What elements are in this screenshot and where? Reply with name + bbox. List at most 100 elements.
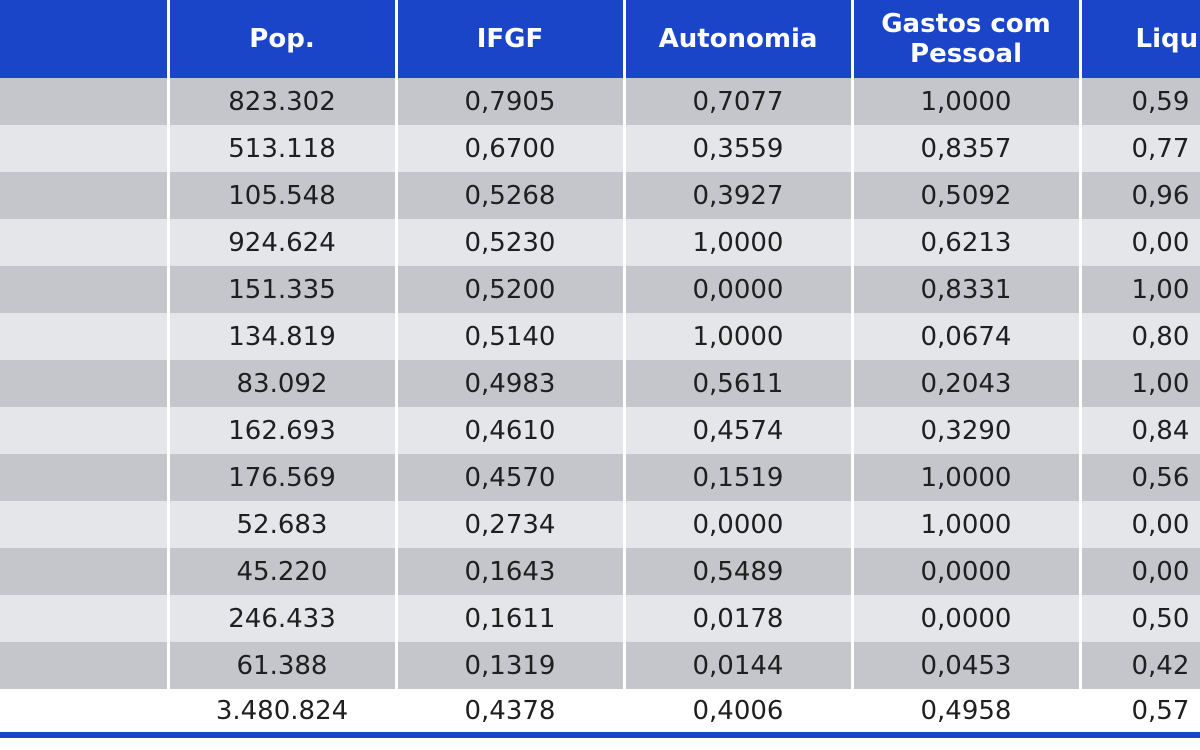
cell-municipality	[0, 172, 168, 219]
table-header: Pop. IFGF Autonomia Gastos com Pessoal L…	[0, 0, 1200, 78]
header-liquidez: Liqui	[1078, 0, 1200, 78]
cell-liquidez: 0,80	[1078, 313, 1200, 360]
table-row: 246.433 0,1611 0,0178 0,0000 0,50	[0, 595, 1200, 642]
cell-municipality	[0, 689, 168, 735]
cell-gastos-pessoal: 0,2043	[850, 360, 1080, 407]
header-ifgf: IFGF	[394, 0, 624, 78]
cell-ifgf: 0,4570	[394, 454, 624, 501]
cell-autonomia: 0,1519	[622, 454, 852, 501]
cell-autonomia: 0,3559	[622, 125, 852, 172]
cell-liquidez: 1,00	[1078, 266, 1200, 313]
header-pop: Pop.	[166, 0, 396, 78]
cell-ifgf: 0,6700	[394, 125, 624, 172]
cell-ifgf: 0,5230	[394, 219, 624, 266]
cell-autonomia: 1,0000	[622, 313, 852, 360]
table-row: 61.388 0,1319 0,0144 0,0453 0,42	[0, 642, 1200, 689]
cell-liquidez: 0,84	[1078, 407, 1200, 454]
cell-gastos-pessoal: 0,0000	[850, 595, 1080, 642]
table-row: 823.302 0,7905 0,7077 1,0000 0,59	[0, 78, 1200, 125]
cell-pop: 105.548	[166, 172, 396, 219]
table-row: 83.092 0,4983 0,5611 0,2043 1,00	[0, 360, 1200, 407]
cell-liquidez: 0,59	[1078, 78, 1200, 125]
cell-municipality	[0, 266, 168, 313]
cell-liquidez: 0,50	[1078, 595, 1200, 642]
cell-gastos-pessoal: 0,0000	[850, 548, 1080, 595]
cell-autonomia: 0,4006	[622, 689, 852, 735]
cell-liquidez: 0,00	[1078, 219, 1200, 266]
cell-liquidez: 1,00	[1078, 360, 1200, 407]
cell-municipality	[0, 501, 168, 548]
header-gastos-com-pessoal: Gastos com Pessoal	[850, 0, 1080, 78]
cell-gastos-pessoal: 0,0453	[850, 642, 1080, 689]
cell-ifgf: 0,1611	[394, 595, 624, 642]
cell-liquidez: 0,56	[1078, 454, 1200, 501]
cell-municipality	[0, 454, 168, 501]
cell-pop: 513.118	[166, 125, 396, 172]
cell-pop: 162.693	[166, 407, 396, 454]
cell-pop: 151.335	[166, 266, 396, 313]
cell-ifgf: 0,2734	[394, 501, 624, 548]
cell-liquidez: 0,00	[1078, 548, 1200, 595]
cell-autonomia: 0,0144	[622, 642, 852, 689]
cell-pop: 823.302	[166, 78, 396, 125]
cell-ifgf: 0,5268	[394, 172, 624, 219]
header-autonomia: Autonomia	[622, 0, 852, 78]
cell-autonomia: 0,5611	[622, 360, 852, 407]
cell-municipality	[0, 360, 168, 407]
cell-ifgf: 0,5200	[394, 266, 624, 313]
cell-ifgf: 0,1643	[394, 548, 624, 595]
cell-pop: 45.220	[166, 548, 396, 595]
cell-liquidez: 0,42	[1078, 642, 1200, 689]
table-row: 45.220 0,1643 0,5489 0,0000 0,00	[0, 548, 1200, 595]
cell-autonomia: 0,0000	[622, 266, 852, 313]
cell-municipality	[0, 548, 168, 595]
cell-pop: 176.569	[166, 454, 396, 501]
cell-ifgf: 0,4378	[394, 689, 624, 735]
cell-pop: 52.683	[166, 501, 396, 548]
cell-municipality	[0, 78, 168, 125]
cell-ifgf: 0,7905	[394, 78, 624, 125]
header-row: Pop. IFGF Autonomia Gastos com Pessoal L…	[0, 0, 1200, 78]
cell-liquidez: 0,96	[1078, 172, 1200, 219]
table-row: 134.819 0,5140 1,0000 0,0674 0,80	[0, 313, 1200, 360]
cell-gastos-pessoal: 0,0674	[850, 313, 1080, 360]
cell-ifgf: 0,4610	[394, 407, 624, 454]
cell-gastos-pessoal: 0,6213	[850, 219, 1080, 266]
cell-pop: 83.092	[166, 360, 396, 407]
cell-gastos-pessoal: 0,5092	[850, 172, 1080, 219]
table-row: 151.335 0,5200 0,0000 0,8331 1,00	[0, 266, 1200, 313]
cell-municipality	[0, 407, 168, 454]
cell-autonomia: 1,0000	[622, 219, 852, 266]
cell-pop: 924.624	[166, 219, 396, 266]
cell-municipality	[0, 219, 168, 266]
cell-pop: 3.480.824	[166, 689, 396, 735]
cell-municipality	[0, 595, 168, 642]
cell-pop: 246.433	[166, 595, 396, 642]
cell-autonomia: 0,3927	[622, 172, 852, 219]
cell-ifgf: 0,1319	[394, 642, 624, 689]
cell-liquidez: 0,00	[1078, 501, 1200, 548]
cell-pop: 61.388	[166, 642, 396, 689]
cell-gastos-pessoal: 0,8331	[850, 266, 1080, 313]
table-row: 52.683 0,2734 0,0000 1,0000 0,00	[0, 501, 1200, 548]
table-row: 162.693 0,4610 0,4574 0,3290 0,84	[0, 407, 1200, 454]
table-body: 823.302 0,7905 0,7077 1,0000 0,59 513.118 0,67…	[0, 78, 1200, 735]
cell-autonomia: 0,4574	[622, 407, 852, 454]
cell-liquidez: 0,77	[1078, 125, 1200, 172]
cell-pop: 134.819	[166, 313, 396, 360]
table-row: 924.624 0,5230 1,0000 0,6213 0,00	[0, 219, 1200, 266]
cell-municipality	[0, 313, 168, 360]
cell-liquidez: 0,57	[1078, 689, 1200, 735]
cell-autonomia: 0,0000	[622, 501, 852, 548]
cell-autonomia: 0,7077	[622, 78, 852, 125]
cell-gastos-pessoal: 1,0000	[850, 501, 1080, 548]
cell-municipality	[0, 125, 168, 172]
cell-gastos-pessoal: 1,0000	[850, 78, 1080, 125]
cell-autonomia: 0,5489	[622, 548, 852, 595]
cell-gastos-pessoal: 1,0000	[850, 454, 1080, 501]
cell-gastos-pessoal: 0,8357	[850, 125, 1080, 172]
cell-ifgf: 0,4983	[394, 360, 624, 407]
table-row: 176.569 0,4570 0,1519 1,0000 0,56	[0, 454, 1200, 501]
